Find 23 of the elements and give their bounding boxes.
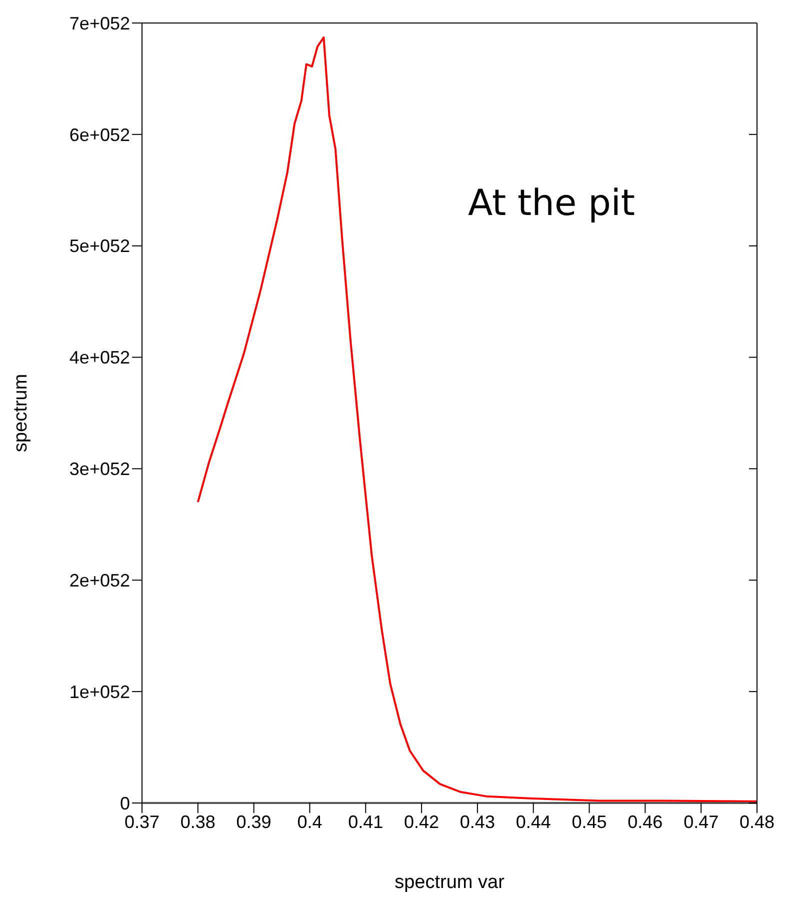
x-tick-label: 0.37 <box>124 812 160 832</box>
y-tick-label: 0 <box>120 793 130 814</box>
annotation: At the pit <box>468 183 636 224</box>
y-tick-label: 3e+052 <box>69 459 130 480</box>
x-tick-label: 0.46 <box>628 812 663 832</box>
y-tick-label: 2e+052 <box>69 570 130 591</box>
x-tick-label: 0.43 <box>460 812 495 832</box>
y-tick-label: 7e+052 <box>69 13 130 34</box>
y-axis-title: spectrum <box>10 374 32 452</box>
y-tick-label: 1e+052 <box>69 682 130 702</box>
y-tick-label: 6e+052 <box>69 124 130 145</box>
x-tick-label: 0.44 <box>516 812 551 832</box>
x-tick-label: 0.45 <box>572 812 607 832</box>
x-tick-label: 0.38 <box>180 812 216 832</box>
x-tick-label: 0.41 <box>348 812 384 832</box>
y-tick-label: 4e+052 <box>69 348 130 368</box>
x-axis-title: spectrum var <box>394 872 506 893</box>
x-tick-label: 0.47 <box>684 812 719 832</box>
x-tick-label: 0.42 <box>404 812 440 832</box>
x-tick-label: 0.4 <box>297 812 322 832</box>
y-tick-label: 5e+052 <box>69 236 130 256</box>
x-tick-label: 0.39 <box>236 812 272 832</box>
x-tick-label: 0.48 <box>739 812 775 832</box>
